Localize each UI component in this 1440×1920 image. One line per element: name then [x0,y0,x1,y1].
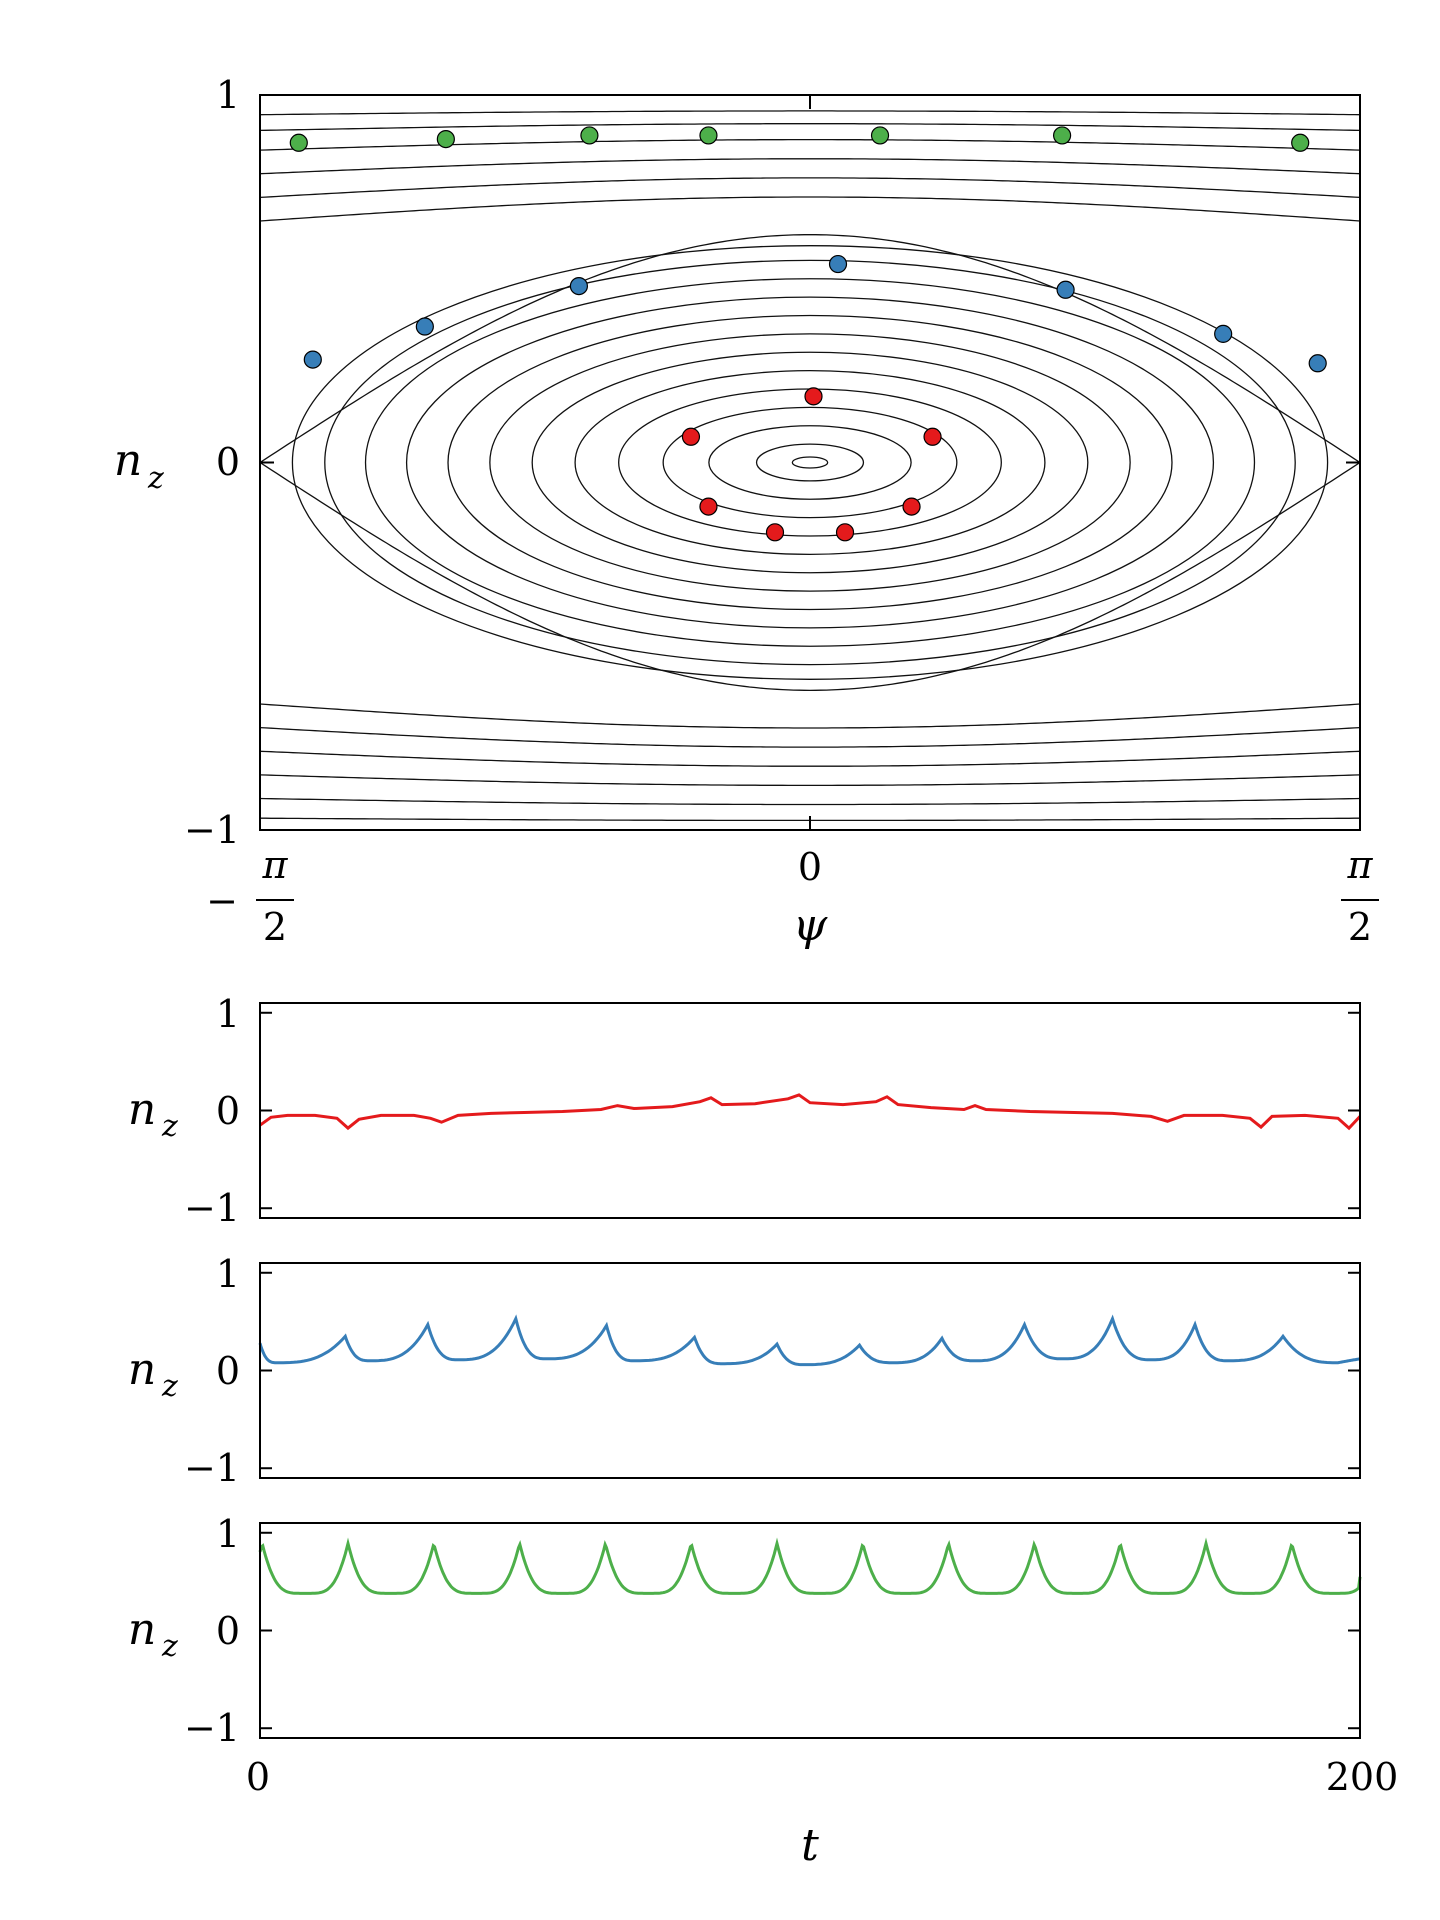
phase-ytick-0: 0 [216,440,240,484]
closed-orbit [489,333,1131,592]
ts1-ytick-minus1: −1 [184,1186,240,1230]
timeseries-line-blue [258,1314,1361,1367]
phase-xtick-left-den: 2 [263,905,287,949]
ts3-ytick-0: 0 [216,1609,240,1653]
phase-point [1291,133,1310,152]
closed-orbit [364,278,1256,647]
phase-point [1308,354,1327,373]
phase-point [569,277,589,296]
closed-orbit [531,351,1089,574]
ts1-ytick-1: 1 [216,992,240,1036]
timeseries-line-red [259,1093,1362,1131]
ts2-ticks [260,1271,1360,1470]
phase-point [902,497,921,516]
timeseries-panel-blue: 1 0 −1 n z [128,1252,1361,1490]
ts3-ytick-minus1: −1 [184,1706,240,1750]
ts3-xlabel: t [801,1820,819,1871]
phase-ylabel-sub: z [147,461,164,496]
phase-frame [259,94,1361,831]
ts1-frame [259,1002,1361,1219]
timeseries-panel-green: 1 0 −1 n z 0 200 t [128,1512,1398,1871]
ts1-ylabel-main: n [128,1084,156,1135]
phase-point [1056,280,1075,299]
phase-point [923,427,942,446]
phase-point [828,254,848,274]
ts2-ytick-minus1: −1 [184,1446,240,1490]
phase-point [835,523,855,542]
phase-point [699,126,718,145]
ts2-frame [259,1262,1361,1479]
ts2-ytick-0: 0 [216,1349,240,1393]
phase-portrait-panel: 1 0 −1 − π 2 0 π 2 ψ n z [114,73,1379,951]
open-orbit [259,196,1361,222]
ts3-xtick-200: 200 [1326,1755,1399,1799]
open-orbit [259,750,1361,767]
phase-point [1214,324,1233,343]
closed-orbit [324,259,1296,666]
closed-orbit [708,425,912,500]
phase-point [303,350,322,369]
ts2-ytick-1: 1 [216,1252,240,1296]
open-orbit [259,158,1361,175]
phase-ytick-1: 1 [216,73,240,117]
ts2-ylabel-main: n [128,1344,156,1395]
phase-point [289,133,308,152]
open-orbit [259,110,1361,116]
ts3-xtick-0: 0 [246,1755,270,1799]
separatrix-lower [259,461,1361,692]
open-orbit [259,177,1361,199]
closed-orbit [791,456,829,469]
phase-ytick-minus1: −1 [184,808,240,852]
phase-xtick-left-num: π [262,843,289,887]
ts3-ytick-1: 1 [216,1512,240,1556]
phase-point [580,126,599,145]
open-orbit [259,726,1361,748]
ts3-ticks [260,1531,1360,1730]
phase-ylabel-main: n [114,435,142,486]
phase-point [681,427,701,446]
closed-orbit [618,388,1002,537]
phase-ylabel: n z [114,435,164,496]
open-orbit [259,797,1361,806]
phase-point [699,497,718,516]
phase-point [1053,126,1072,145]
ts3-frame [259,1522,1361,1739]
phase-points [289,126,1327,542]
closed-orbit [291,245,1329,680]
phase-point [415,317,434,336]
open-orbit [259,774,1361,787]
phase-point [804,387,823,406]
phase-point [765,523,785,542]
phase-ticks [259,94,1361,831]
phase-point [436,130,455,149]
ts1-ticks [260,1011,1360,1210]
closed-orbit [662,406,958,519]
timeseries-line-green [258,1537,1362,1595]
phase-xtick-left-sign: − [206,879,238,923]
closed-orbit [755,443,865,482]
closed-orbit [447,314,1173,611]
closed-orbit [405,296,1215,629]
ts2-ylabel-sub: z [161,1369,178,1404]
phase-xtick-zero: 0 [798,845,822,889]
phase-point [870,126,890,145]
closed-orbit [574,369,1046,556]
open-orbit [259,138,1361,151]
ts3-ylabel-sub: z [161,1629,178,1664]
open-orbit [259,123,1361,132]
ts1-ylabel-sub: z [161,1109,178,1144]
timeseries-panel-red: 1 0 −1 n z [128,992,1362,1230]
separatrix-upper [259,234,1361,464]
open-orbit [259,703,1361,729]
phase-orbits [259,110,1361,822]
phase-xtick-right-den: 2 [1348,905,1372,949]
phase-xtick-right-num: π [1347,843,1374,887]
ts3-ylabel-main: n [128,1604,156,1655]
phase-xlabel: ψ [793,900,828,951]
ts1-ytick-0: 0 [216,1089,240,1133]
